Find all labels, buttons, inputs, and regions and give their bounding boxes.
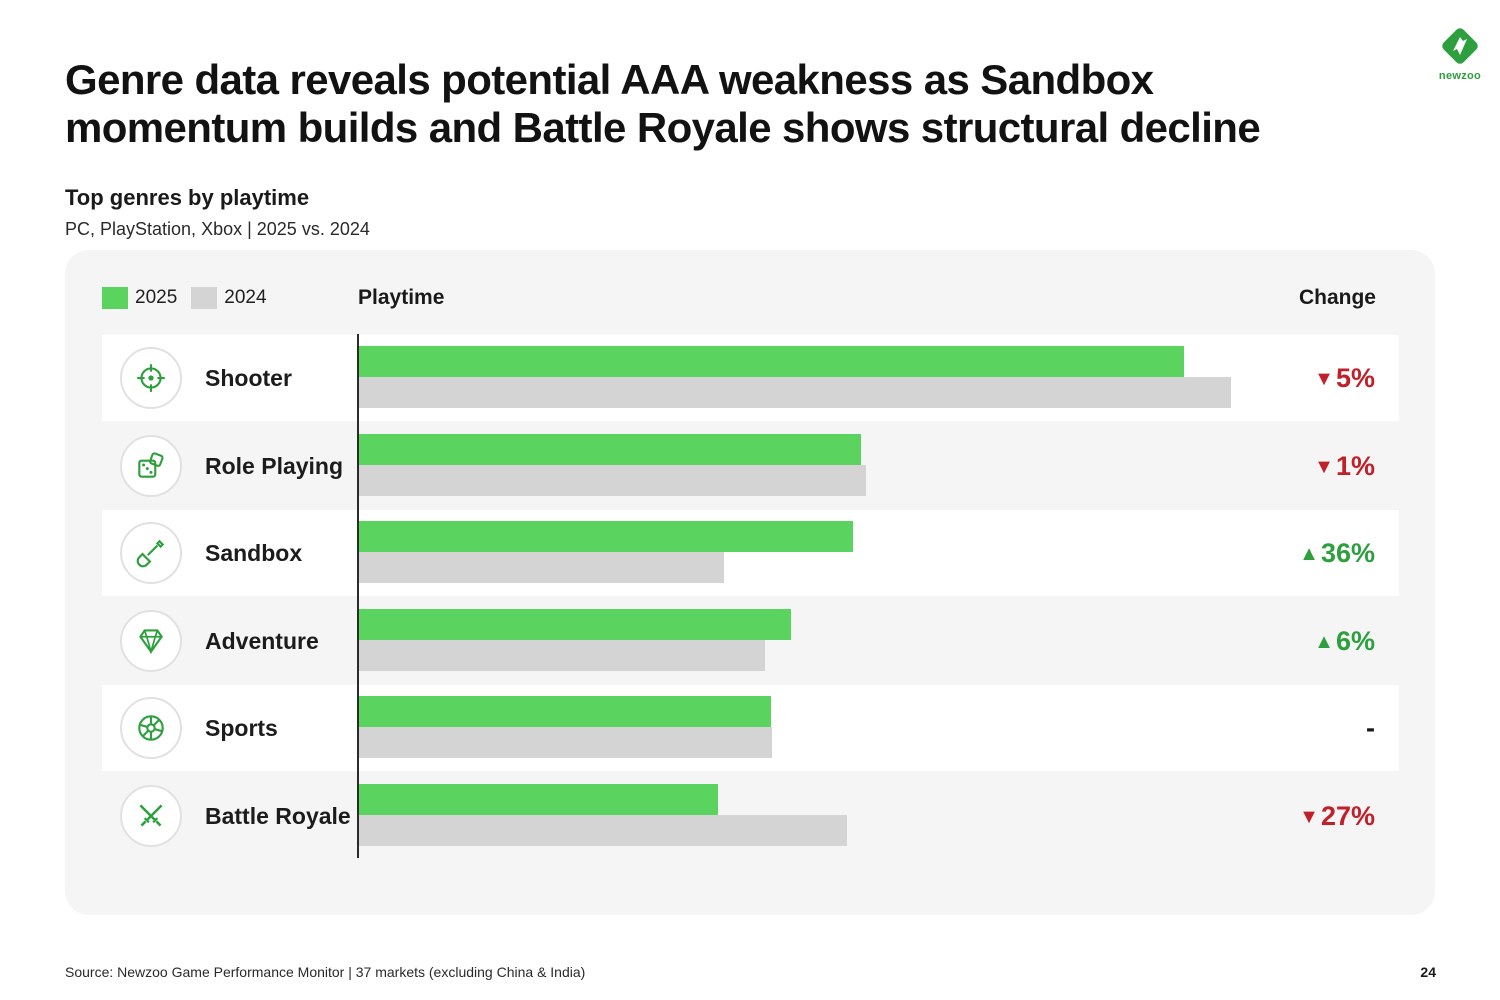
up-arrow-icon: ▲ [1314, 630, 1334, 653]
source-note: Source: Newzoo Game Performance Monitor … [65, 964, 586, 980]
change-value: ▼1% [1314, 423, 1375, 509]
chart-legend: 2025 2024 [102, 287, 281, 309]
legend-swatch-2025 [102, 287, 128, 309]
change-value: ▼27% [1299, 773, 1375, 859]
bar-2025-sandbox [359, 521, 853, 552]
genre-row: Adventure ▲6% [102, 598, 1399, 684]
y-axis-line [357, 334, 359, 858]
genre-label: Shooter [205, 365, 292, 391]
legend-item-2024: 2024 [191, 287, 267, 309]
ball-icon [120, 697, 182, 759]
change-text: 6% [1335, 625, 1375, 656]
change-value: ▲6% [1314, 598, 1375, 684]
change-text: 27% [1320, 800, 1375, 831]
bar-2025-sports [359, 696, 771, 727]
change-text: 36% [1320, 538, 1375, 568]
genre-label: Adventure [205, 627, 319, 654]
down-arrow-icon: ▼ [1299, 805, 1319, 828]
change-text: - [1366, 713, 1375, 743]
bar-2025-battle-royale [359, 783, 719, 815]
chart-title: Top genres by playtime [65, 185, 310, 210]
change-value: ▲36% [1299, 510, 1375, 596]
chart-subtitle: PC, PlayStation, Xbox | 2025 vs. 2024 [65, 219, 370, 239]
bar-2025-role-playing [359, 433, 861, 465]
page-number: 24 [1420, 964, 1436, 980]
crossed-swords-icon [120, 784, 182, 847]
legend-item-2025: 2025 [102, 287, 177, 309]
bar-2024-shooter [359, 377, 1232, 408]
legend-swatch-2024 [191, 287, 218, 309]
bar-2024-battle-royale [359, 814, 847, 846]
newzoo-logo-icon [1442, 28, 1478, 64]
down-arrow-icon: ▼ [1314, 368, 1334, 390]
shovel-icon [120, 522, 182, 584]
genre-label: Battle Royale [205, 802, 351, 829]
change-column-header: Change [1298, 286, 1376, 309]
change-value: ▼5% [1314, 335, 1375, 421]
bar-2024-adventure [359, 639, 766, 671]
legend-label-2024: 2024 [224, 287, 267, 308]
up-arrow-icon: ▲ [1299, 543, 1319, 565]
genre-row: Role Playing ▼1% [102, 423, 1399, 509]
newzoo-logo: newzoo [1430, 24, 1490, 86]
legend-label-2025: 2025 [135, 287, 178, 308]
bar-2025-adventure [359, 608, 791, 640]
bar-2024-sandbox [359, 552, 725, 583]
change-text: 1% [1335, 450, 1375, 481]
bar-2024-role-playing [359, 464, 866, 496]
genre-row: Battle Royale ▼27% [102, 773, 1399, 859]
genre-label: Role Playing [205, 452, 344, 479]
page-title: Genre data reveals potential AAA weaknes… [65, 56, 1261, 151]
logo-text: newzoo [1438, 70, 1482, 82]
gem-icon [120, 609, 182, 672]
change-value: - [1366, 685, 1375, 771]
down-arrow-icon: ▼ [1314, 455, 1334, 478]
change-text: 5% [1335, 363, 1375, 393]
bar-2025-shooter [359, 346, 1185, 377]
genre-label: Sports [205, 715, 278, 741]
crosshair-icon [120, 347, 182, 409]
playtime-column-header: Playtime [358, 286, 445, 309]
dice-icon [120, 434, 182, 497]
genre-label: Sandbox [205, 540, 303, 566]
bar-2024-sports [359, 727, 773, 758]
